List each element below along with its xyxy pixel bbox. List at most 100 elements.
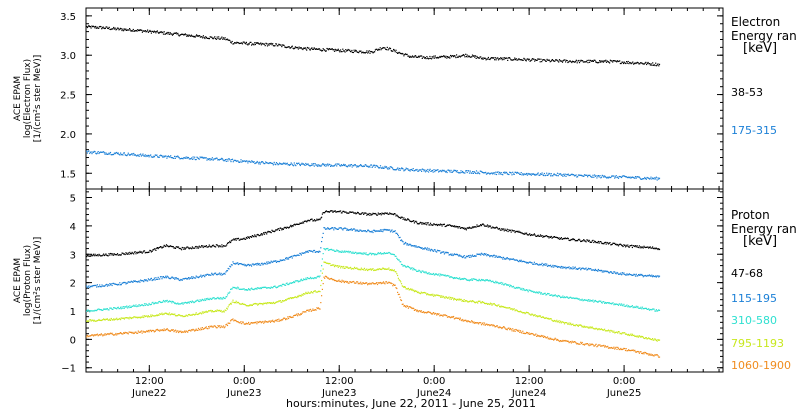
data-point — [245, 236, 247, 239]
data-point — [655, 339, 657, 341]
data-point — [374, 51, 376, 53]
data-point — [600, 269, 603, 271]
data-point — [346, 212, 348, 214]
data-point — [379, 252, 382, 254]
data-point — [331, 48, 333, 50]
data-point — [630, 245, 632, 247]
electron-series-38-53 — [86, 25, 661, 67]
data-point — [483, 224, 485, 226]
data-point — [178, 35, 180, 37]
data-point — [458, 299, 460, 301]
data-point — [590, 176, 593, 178]
data-point — [278, 260, 281, 263]
data-point — [260, 161, 262, 164]
data-point — [172, 157, 174, 159]
data-point — [587, 326, 589, 328]
data-point — [412, 220, 414, 222]
data-point — [557, 266, 559, 268]
data-point — [612, 272, 614, 274]
data-point — [176, 315, 178, 317]
data-point — [126, 282, 129, 284]
data-point — [370, 252, 372, 254]
data-point — [143, 316, 145, 319]
data-point — [575, 240, 577, 242]
data-point — [160, 155, 163, 157]
data-point — [520, 289, 522, 291]
data-point — [531, 313, 533, 315]
data-point — [308, 250, 310, 252]
data-point — [320, 247, 322, 249]
data-point — [428, 272, 430, 274]
data-point — [345, 227, 347, 230]
data-point — [347, 212, 349, 214]
data-point — [106, 318, 108, 320]
data-point — [648, 338, 651, 340]
data-point — [571, 239, 573, 241]
data-point — [251, 263, 253, 265]
data-point — [110, 28, 112, 31]
data-point — [239, 161, 241, 163]
data-point — [655, 276, 657, 278]
data-point — [480, 170, 482, 172]
data-point — [91, 319, 93, 321]
data-point — [297, 295, 299, 297]
data-point — [515, 309, 517, 311]
data-point — [255, 236, 257, 238]
data-point — [433, 223, 435, 225]
data-point — [133, 305, 136, 307]
data-point — [321, 216, 323, 218]
data-point — [143, 281, 145, 283]
data-point — [653, 308, 655, 310]
data-point — [292, 282, 294, 284]
data-point — [440, 224, 442, 226]
data-point — [251, 304, 253, 306]
data-point — [351, 211, 353, 213]
data-point — [558, 59, 561, 61]
data-point — [644, 246, 646, 248]
data-point — [222, 159, 224, 161]
data-point — [477, 280, 480, 282]
data-point — [534, 60, 536, 62]
data-point — [186, 302, 188, 304]
data-point — [425, 271, 427, 273]
data-point — [216, 297, 218, 299]
data-point — [384, 165, 386, 167]
data-point — [456, 56, 458, 58]
data-point — [130, 30, 132, 32]
data-point — [97, 308, 99, 310]
data-point — [555, 265, 557, 268]
data-point — [177, 32, 179, 34]
data-point — [552, 236, 554, 238]
data-point — [217, 273, 219, 275]
data-point — [143, 305, 145, 307]
data-point — [559, 266, 561, 268]
data-point — [446, 274, 449, 277]
data-point — [409, 55, 411, 57]
data-point — [347, 165, 349, 167]
data-point — [225, 39, 227, 41]
data-point — [204, 157, 206, 159]
data-point — [481, 301, 483, 303]
data-point — [227, 160, 229, 162]
data-point — [219, 310, 221, 312]
data-point — [424, 169, 426, 171]
data-point — [402, 241, 404, 243]
data-point — [86, 26, 88, 29]
data-point — [285, 257, 287, 259]
data-point — [456, 277, 458, 279]
data-point — [267, 43, 269, 45]
data-point — [607, 61, 609, 63]
data-point — [189, 247, 191, 249]
data-point — [327, 263, 330, 265]
data-point — [324, 227, 326, 229]
data-point — [185, 156, 187, 158]
data-point — [302, 221, 304, 223]
data-point — [443, 223, 445, 225]
data-point — [99, 334, 101, 336]
data-point — [488, 303, 490, 305]
data-point — [260, 287, 262, 289]
data-point — [117, 254, 119, 256]
data-point — [602, 301, 604, 303]
data-point — [239, 288, 241, 290]
data-point — [402, 285, 404, 288]
